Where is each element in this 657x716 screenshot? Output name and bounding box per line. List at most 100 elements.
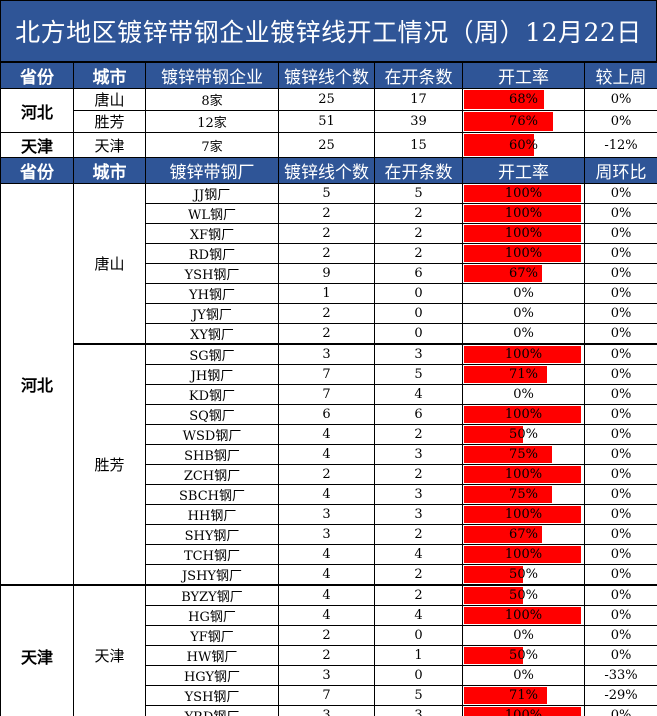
rate-value: 100% (504, 608, 543, 623)
column-header: 镀锌线个数 (278, 62, 375, 89)
rate-bar (464, 566, 523, 583)
change-cell: 0% (584, 605, 657, 626)
rate-cell: 100% (462, 705, 585, 716)
open-cell: 3 (374, 705, 463, 716)
lines-cell: 7 (278, 685, 375, 706)
lines-cell: 4 (278, 444, 375, 465)
rate-value: 100% (504, 186, 543, 201)
mill-row: ZCH钢厂 2 2 100% 0% (1, 464, 657, 485)
lines-cell: 3 (278, 343, 375, 365)
lines-cell: 9 (278, 263, 375, 284)
rate-cell: 100% (462, 243, 585, 264)
lines-cell: 2 (278, 625, 375, 646)
open-cell: 3 (374, 484, 463, 505)
lines-cell: 1 (278, 283, 375, 304)
open-cell: 0 (374, 665, 463, 686)
rate-value: 100% (504, 708, 543, 716)
rate-value: 76% (509, 114, 538, 129)
mill-cell: HG钢厂 (145, 605, 279, 626)
open-cell: 1 (374, 645, 463, 666)
open-cell: 15 (374, 132, 463, 158)
mill-row: YH钢厂 1 0 0% 0% (1, 283, 657, 304)
rate-cell: 68% (462, 88, 585, 111)
lines-cell: 2 (278, 645, 375, 666)
mill-row: 天津 天津 BYZY钢厂 4 2 50% 0% (0, 584, 657, 716)
summary-row: 胜芳 12家 51 39 76% 0% (1, 110, 657, 133)
rate-cell: 67% (462, 524, 585, 545)
rate-cell: 76% (462, 110, 585, 133)
mill-cell: XF钢厂 (145, 223, 279, 244)
rate-value: 0% (513, 387, 534, 402)
rate-bar (464, 90, 544, 109)
open-cell: 5 (374, 685, 463, 706)
mill-cell: HGY钢厂 (145, 665, 279, 686)
open-cell: 2 (374, 564, 463, 586)
open-cell: 0 (374, 323, 463, 345)
mill-row: HH钢厂 3 3 100% 0% (1, 504, 657, 525)
column-header: 镀锌带钢企业 (145, 62, 279, 89)
mill-cell: YRD钢厂 (145, 705, 279, 716)
report-title: 北方地区镀锌带钢企业镀锌线开工情况（周）12月22日 (0, 0, 657, 62)
lines-cell: 2 (278, 223, 375, 244)
rate-cell: 50% (462, 645, 585, 666)
open-cell: 4 (374, 384, 463, 405)
lines-cell: 51 (278, 110, 375, 133)
report-table: 省份 城市 镀锌带钢企业 镀锌线个数 在开条数 开工率 较上周 河北 唐山 8家 25 17 68% 0%… (0, 62, 657, 716)
mill-row: HW钢厂 2 1 50% 0% (1, 645, 657, 666)
mill-row: JY钢厂 2 0 0% 0% (1, 303, 657, 324)
mill-row: 胜芳 SG钢厂 3 3 100% 0% (1, 343, 657, 586)
city-cell: 胜芳 (73, 110, 146, 133)
rate-value: 75% (509, 447, 538, 462)
change-cell: 0% (584, 183, 657, 204)
mill-cell: JJ钢厂 (145, 183, 279, 204)
lines-cell: 25 (278, 88, 375, 111)
open-cell: 2 (374, 243, 463, 264)
column-header: 较上周 (584, 62, 657, 89)
open-cell: 6 (374, 263, 463, 284)
rate-bar (464, 486, 552, 503)
open-cell: 3 (374, 343, 463, 365)
mill-cell: YSH钢厂 (145, 263, 279, 284)
change-cell: 0% (584, 544, 657, 565)
lines-cell: 4 (278, 544, 375, 565)
change-cell: 0% (584, 343, 657, 365)
change-cell: 0% (584, 504, 657, 525)
column-header: 省份 (0, 62, 74, 89)
mill-cell: YH钢厂 (145, 283, 279, 304)
mill-row: YF钢厂 2 0 0% 0% (1, 625, 657, 646)
column-header: 在开条数 (374, 62, 463, 89)
mill-cell: SBCH钢厂 (145, 484, 279, 505)
change-cell: 0% (584, 263, 657, 284)
mill-cell: RD钢厂 (145, 243, 279, 264)
open-cell: 0 (374, 283, 463, 304)
header-row: 省份 城市 镀锌带钢厂 镀锌线个数 在开条数 开工率 周环比 (0, 157, 657, 184)
rate-value: 67% (509, 266, 538, 281)
column-header: 镀锌线个数 (278, 157, 375, 184)
mill-cell: TCH钢厂 (145, 544, 279, 565)
rate-bar (464, 112, 553, 131)
rate-value: 50% (509, 427, 538, 442)
rate-value: 50% (509, 588, 538, 603)
rate-bar (464, 225, 581, 242)
city-cell: 唐山 (73, 88, 146, 111)
lines-cell: 4 (278, 584, 375, 606)
rate-bar (464, 526, 543, 543)
change-cell: -29% (584, 685, 657, 706)
rate-value: 0% (513, 286, 534, 301)
change-cell: 0% (584, 705, 657, 716)
open-cell: 5 (374, 364, 463, 385)
open-cell: 2 (374, 524, 463, 545)
change-cell: 0% (584, 524, 657, 545)
change-cell: 0% (584, 404, 657, 425)
rate-value: 100% (504, 407, 543, 422)
rate-value: 100% (504, 507, 543, 522)
city-cell: 天津 (73, 132, 146, 158)
rate-value: 0% (513, 306, 534, 321)
lines-cell: 4 (278, 605, 375, 626)
rate-bar (464, 346, 581, 363)
rate-bar (464, 406, 581, 423)
change-cell: 0% (584, 444, 657, 465)
open-cell: 3 (374, 444, 463, 465)
province-cell: 天津 (0, 584, 74, 716)
